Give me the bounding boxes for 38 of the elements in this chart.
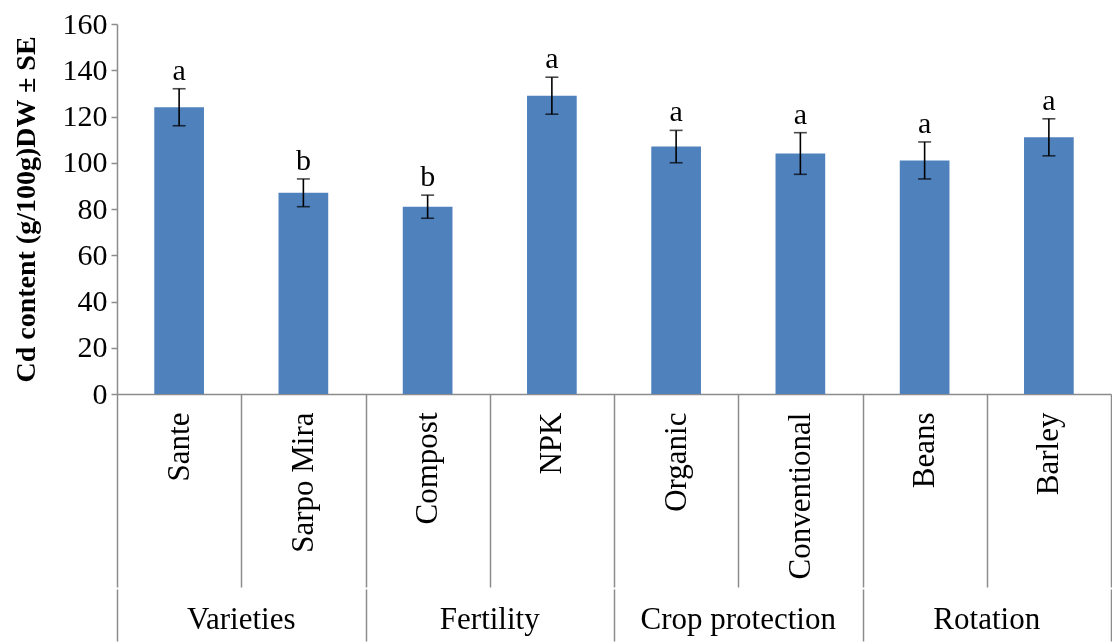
annotation: a bbox=[545, 41, 559, 75]
text: Crop protection bbox=[640, 601, 837, 636]
bar bbox=[278, 192, 329, 394]
x-tick-label: Sante bbox=[160, 412, 196, 482]
y-tick-label: 0 bbox=[92, 376, 108, 410]
x-tick-label: Barley bbox=[1030, 412, 1066, 496]
annotation: b bbox=[420, 159, 436, 193]
y-tick-label: 20 bbox=[77, 330, 108, 364]
y-tick-label: 140 bbox=[62, 52, 108, 86]
text: Varieties bbox=[187, 601, 296, 636]
x-tick-label: Organic bbox=[657, 412, 693, 512]
annotation: a bbox=[793, 96, 808, 130]
y-tick-label: 120 bbox=[62, 99, 108, 132]
annotation: a bbox=[172, 52, 186, 86]
y-axis-title: Cd content (g/100g)DW ± SE bbox=[9, 36, 41, 383]
bar bbox=[1024, 137, 1074, 394]
annotation: b bbox=[295, 142, 311, 176]
bar bbox=[154, 107, 204, 394]
x-tick-label: Beans bbox=[906, 412, 942, 489]
bar bbox=[651, 146, 701, 394]
y-tick-label: 160 bbox=[62, 6, 108, 40]
text: Fertility bbox=[439, 601, 541, 636]
x-tick-label: Conventional bbox=[781, 412, 817, 580]
bar bbox=[899, 160, 950, 394]
y-tick-label: 80 bbox=[77, 191, 108, 225]
annotation: a bbox=[917, 105, 932, 139]
y-tick-label: 40 bbox=[77, 284, 108, 317]
bar bbox=[527, 95, 577, 394]
bar bbox=[402, 206, 453, 394]
y-tick-label: 60 bbox=[77, 237, 108, 271]
x-tick-label: Sarpo Mira bbox=[284, 412, 320, 553]
bar bbox=[775, 153, 826, 394]
text: Rotation bbox=[933, 601, 1041, 636]
annotation: a bbox=[1042, 82, 1056, 116]
x-tick-label: Compost bbox=[409, 412, 445, 525]
y-tick-label: 100 bbox=[62, 145, 108, 179]
x-tick-label: NPK bbox=[533, 411, 569, 475]
annotation: a bbox=[669, 94, 683, 128]
